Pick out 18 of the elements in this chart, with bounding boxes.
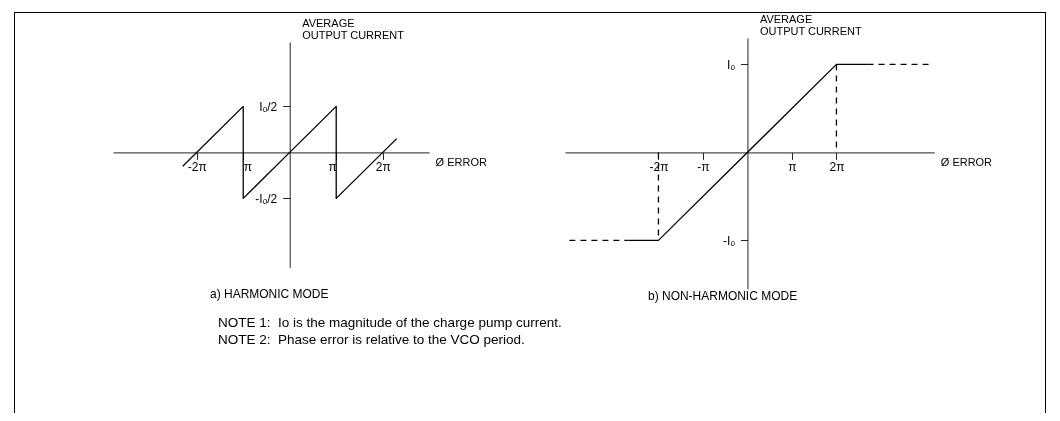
y-axis-title: AVERAGE OUTPUT CURRENT — [759, 13, 862, 38]
text: b) NON-HARMONIC MODE — [648, 288, 798, 303]
text: a) HARMONIC MODE — [210, 287, 329, 302]
text: NOTE 2: Phase error is relative to the VCO period. — [218, 331, 526, 348]
x-tick-label: -π — [697, 159, 710, 174]
x-axis-title: Ø ERROR — [435, 155, 487, 168]
x-tick-label: π — [788, 159, 797, 174]
text: NOTE 1: Io is the magnitude of the charge pump current. — [218, 314, 562, 331]
annotation: -Iₒ — [723, 233, 736, 248]
x-tick-label: -2π — [187, 159, 207, 174]
x-tick-label: 2π — [375, 159, 391, 174]
y-axis-title: AVERAGE OUTPUT CURRENT — [302, 17, 405, 42]
x-tick-label: π — [243, 159, 252, 174]
annotation: Iₒ — [727, 57, 736, 72]
annotation: -Iₒ/2 — [255, 191, 278, 206]
x-axis-title: Ø ERROR — [940, 155, 993, 168]
annotation: Iₒ/2 — [259, 99, 278, 114]
x-tick-label: 2π — [829, 159, 845, 174]
